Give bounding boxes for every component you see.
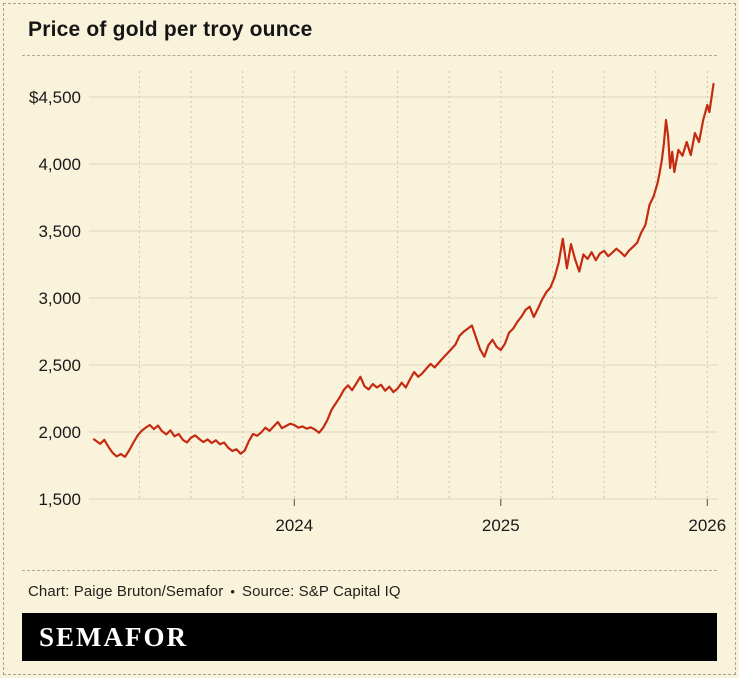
- y-axis-label: 1,500: [38, 490, 81, 509]
- credit-text: Chart: Paige Bruton/Semafor: [28, 583, 224, 600]
- y-axis-label: 2,500: [38, 356, 81, 375]
- semafor-logo: SEMAFOR: [39, 621, 188, 652]
- page-title: Price of gold per troy ounce: [28, 18, 313, 41]
- y-axis-label: 2,000: [38, 423, 81, 442]
- chart-card: Price of gold per troy ounce 1,500 2,000 2…: [3, 3, 736, 675]
- y-axis-label: 3,000: [38, 289, 81, 308]
- chart-credit: Chart: Paige Bruton/Semafor • Source: S&P …: [4, 571, 735, 600]
- footer-divider: [22, 570, 717, 571]
- x-axis-label: 2024: [275, 516, 313, 535]
- semafor-logo-bar: SEMAFOR: [22, 613, 717, 661]
- gold-price-line: [92, 82, 715, 458]
- x-axis-label: 2025: [482, 516, 520, 535]
- title-divider: [22, 55, 717, 56]
- gold-price-line-chart: 1,500 2,000 2,500 3,000 3,500 4,000 $4,500 2024…: [29, 71, 726, 535]
- y-axis-label: 4,000: [38, 155, 81, 174]
- y-axis-label: 3,500: [38, 222, 81, 241]
- y-axis-label: $4,500: [29, 88, 81, 107]
- source-text: Source: S&P Capital IQ: [241, 583, 401, 600]
- separator-dot: •: [230, 584, 235, 599]
- x-axis-label: 2026: [688, 516, 726, 535]
